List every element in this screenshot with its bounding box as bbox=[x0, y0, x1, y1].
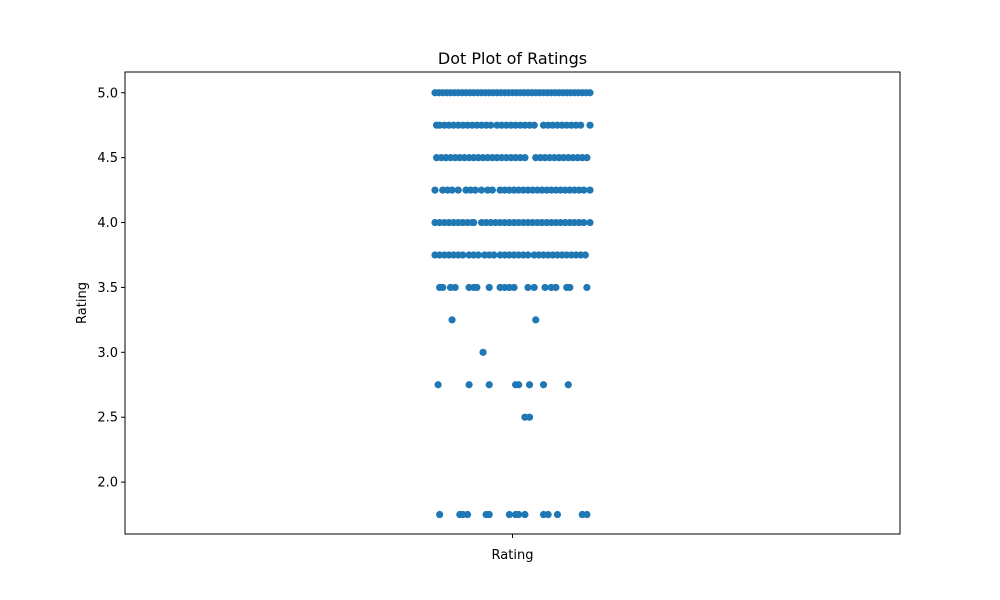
data-point bbox=[515, 381, 523, 389]
y-tick-label: 4.0 bbox=[97, 216, 118, 231]
x-tick-label: Rating bbox=[492, 548, 534, 563]
data-point bbox=[471, 186, 479, 194]
data-point bbox=[490, 251, 498, 259]
data-point bbox=[525, 413, 534, 421]
data-point bbox=[566, 283, 574, 292]
data-point bbox=[530, 121, 538, 129]
data-point bbox=[436, 510, 444, 519]
data-point bbox=[524, 251, 532, 259]
data-point bbox=[477, 186, 486, 194]
data-point bbox=[552, 283, 560, 292]
data-point bbox=[510, 283, 518, 292]
data-point bbox=[473, 283, 481, 292]
data-point bbox=[539, 381, 548, 389]
data-point bbox=[505, 510, 513, 519]
data-point bbox=[451, 283, 459, 292]
data-point bbox=[586, 89, 594, 97]
y-tick-label: 5.0 bbox=[97, 86, 118, 101]
plot-area bbox=[431, 89, 594, 519]
data-point bbox=[465, 381, 473, 389]
data-point bbox=[525, 381, 534, 389]
data-point bbox=[487, 121, 495, 129]
y-tick-label: 3.5 bbox=[97, 281, 118, 296]
data-point bbox=[439, 283, 447, 292]
y-axis: 2.0 2.5 3.0 3.5 4.0 4.5 5.0 bbox=[97, 86, 125, 491]
data-point bbox=[524, 283, 532, 292]
data-point bbox=[434, 381, 442, 389]
data-point bbox=[530, 283, 538, 292]
y-tick-label: 4.5 bbox=[97, 151, 118, 166]
data-point bbox=[479, 348, 487, 356]
data-point bbox=[583, 283, 591, 292]
data-point bbox=[544, 510, 552, 519]
data-point bbox=[485, 381, 493, 389]
data-point bbox=[470, 218, 478, 227]
data-point bbox=[581, 251, 589, 259]
data-point bbox=[586, 218, 594, 227]
data-point bbox=[564, 381, 572, 389]
data-point bbox=[583, 510, 591, 519]
data-point bbox=[485, 510, 493, 519]
data-point bbox=[474, 251, 482, 259]
y-axis-label: Rating bbox=[75, 282, 90, 324]
y-tick-label: 3.0 bbox=[97, 346, 118, 361]
data-point bbox=[541, 283, 549, 292]
data-point bbox=[532, 316, 540, 324]
chart-title: Dot Plot of Ratings bbox=[438, 49, 587, 68]
data-point bbox=[521, 510, 529, 519]
data-point bbox=[586, 121, 594, 129]
data-point bbox=[515, 510, 523, 519]
data-point bbox=[553, 510, 562, 519]
data-point bbox=[586, 186, 594, 194]
data-point bbox=[580, 186, 588, 194]
x-axis: Rating bbox=[492, 534, 534, 563]
y-tick-label: 2.0 bbox=[97, 476, 118, 491]
data-point bbox=[485, 283, 493, 292]
data-point bbox=[448, 316, 456, 324]
data-point bbox=[459, 251, 467, 259]
plot-frame bbox=[124, 71, 901, 535]
data-point bbox=[454, 186, 462, 194]
data-point bbox=[521, 154, 529, 162]
data-point bbox=[431, 186, 439, 194]
y-tick-label: 2.5 bbox=[97, 411, 118, 426]
data-point bbox=[580, 218, 588, 227]
data-point bbox=[448, 186, 456, 194]
data-point bbox=[577, 121, 585, 129]
data-point bbox=[488, 186, 496, 194]
data-point bbox=[583, 154, 591, 162]
data-point bbox=[463, 510, 472, 519]
